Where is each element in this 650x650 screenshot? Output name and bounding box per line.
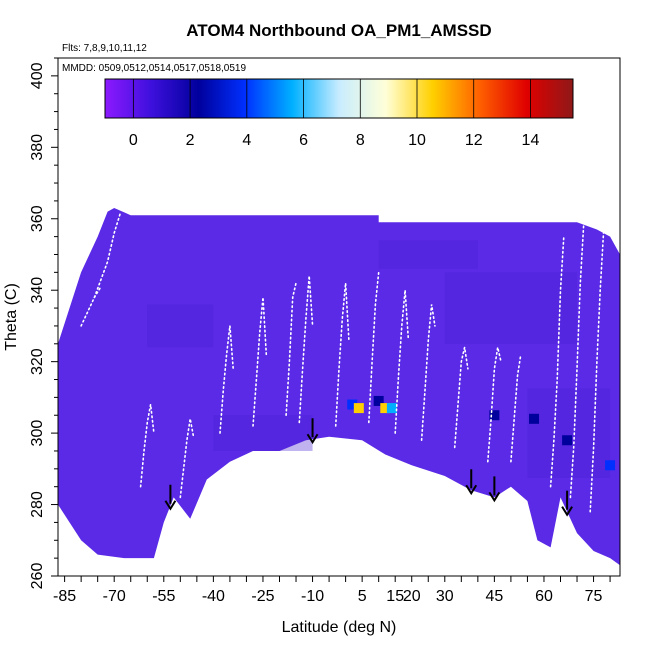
flight-track [569,225,585,499]
x-tick-label: -10 [301,588,324,605]
flight-track [368,271,380,424]
arrow-marker [561,490,573,517]
colorbar: 0 2 4 6 8 10 12 14 [104,78,574,149]
colorbar-tick-label: 8 [356,132,365,149]
flight-tracks [80,210,605,513]
dates-annotation: MMDD: 0509,0512,0514,0517,0518,0519 [62,63,246,74]
flight-track [80,285,102,327]
heatmap-field [58,208,620,566]
field-patch [213,415,313,451]
arrow-marker [465,469,478,496]
colorbar-tick-label: 10 [408,132,426,149]
hotspot-cell [386,403,397,414]
y-axis: 260 280 300 320 340 360 380 400 [29,57,58,590]
y-tick-label: 380 [29,134,46,161]
hotspot-cell [373,395,384,406]
flight-track [487,347,502,463]
y-axis-label: Theta (C) [3,283,20,351]
hotspot-cell [347,399,358,410]
x-tick-label: 15 [386,588,404,605]
flight-track [453,347,469,449]
colorbar-tick-label: 14 [522,132,540,149]
x-tick-label: -55 [152,588,175,605]
field-patch [444,272,578,344]
colorbar-tick-label: 4 [242,132,251,149]
colorbar-tick-label: 2 [186,132,195,149]
x-tick-label: 75 [585,588,603,605]
flight-track [298,275,314,424]
hotspot-cell [380,403,391,414]
flights-annotation: Flts: 7,8,9,10,11,12 [62,43,147,54]
arrow-marker [164,484,177,511]
flight-track [93,210,122,299]
flight-track [285,282,297,416]
x-tick-label: -25 [251,588,274,605]
flight-track [179,418,195,499]
flight-track [510,353,522,463]
x-tick-label: 30 [436,588,454,605]
flight-track [420,304,436,441]
hotspot-cell [489,410,500,421]
arrow-marker [306,418,319,445]
x-axis-label: Latitude (deg N) [282,619,397,636]
hotspot-cell [353,403,364,414]
field-patch [527,388,611,478]
colorbar-tick-label: 6 [299,132,308,149]
x-tick-label: -70 [103,588,126,605]
flight-track [139,404,155,488]
colorbar-gradient [104,78,574,119]
flight-track [589,232,605,513]
arrow-marker [488,476,501,503]
colorbar-tick-label: 12 [465,132,483,149]
field-area [58,208,620,566]
x-tick-label: 60 [535,588,553,605]
x-tick-label: 20 [403,588,421,605]
x-tick-label: -85 [53,588,76,605]
y-tick-label: 260 [29,563,46,590]
y-tick-label: 400 [29,62,46,89]
x-tick-label: 45 [485,588,503,605]
field-patch [147,304,214,348]
flight-track [549,235,565,488]
hotspot-cell [605,460,616,471]
x-tick-label: -40 [202,588,225,605]
flight-track [219,325,234,434]
x-tick-label: 5 [358,588,367,605]
y-tick-label: 300 [29,420,46,447]
y-tick-label: 340 [29,277,46,304]
arrow-markers [164,418,573,517]
hotspot-cell [529,413,540,424]
colorbar-tick-label: 0 [129,132,138,149]
y-tick-label: 360 [29,205,46,232]
field-patch [378,240,478,269]
chart-title: ATOM4 Northbound OA_PM1_AMSSD [186,21,491,40]
flight-track [394,290,410,434]
y-tick-label: 320 [29,348,46,375]
hotspot-cell [562,435,573,446]
y-tick-label: 280 [29,491,46,518]
flight-track [252,297,268,427]
flight-track [334,283,350,427]
plot-frame [57,57,621,577]
